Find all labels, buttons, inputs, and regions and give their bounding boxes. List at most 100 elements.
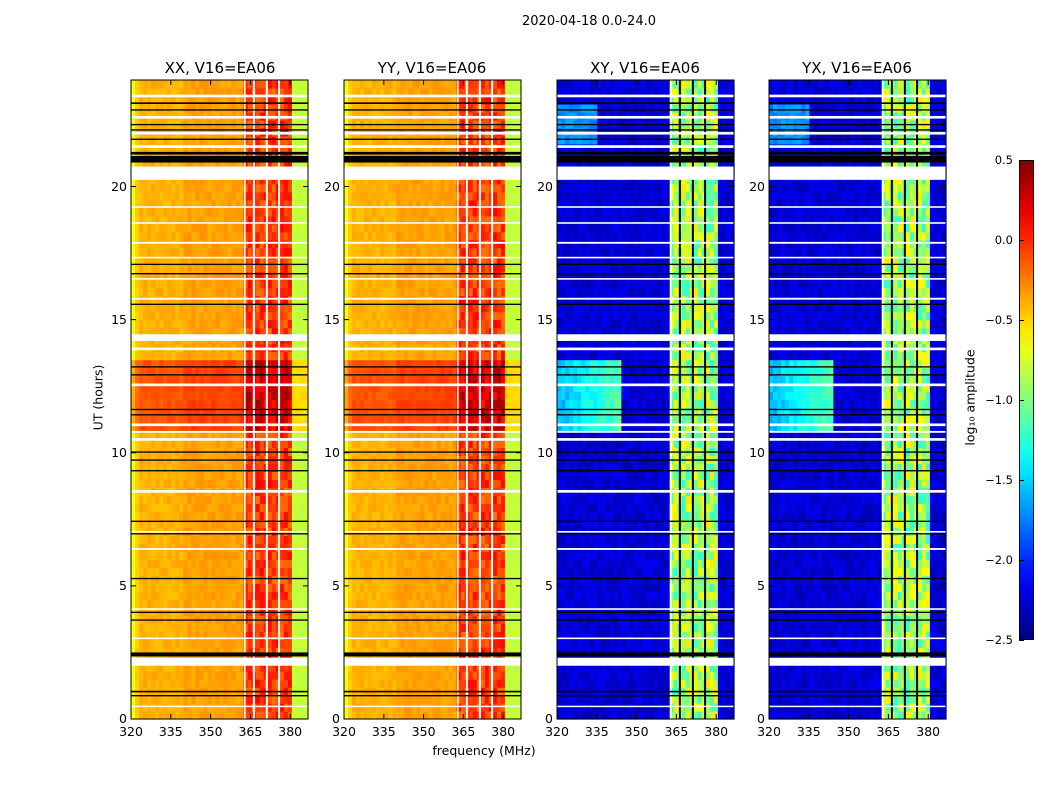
heatmap-cell [364,583,369,592]
heatmap-cell [219,703,225,712]
heatmap-cell [215,311,221,321]
heatmap-cell [500,575,506,584]
heatmap-cell [207,327,213,337]
heatmap-cell [440,567,446,576]
heatmap-cell [199,263,205,273]
heatmap-cell [163,223,168,233]
heatmap-cell [219,679,225,688]
heatmap-cell [404,639,409,648]
heatmap-cell [392,671,397,680]
heatmap-cell [255,415,261,425]
heatmap-cell [259,375,265,385]
heatmap-cell [219,399,225,409]
heatmap-cell [416,639,422,648]
heatmap-cell [131,143,136,153]
heatmap-cell [436,511,442,520]
heatmap-cell [179,663,184,672]
heatmap-cell [151,503,156,512]
heatmap-cell [259,311,265,321]
heatmap-cell [179,559,184,568]
heatmap-cell [283,671,289,680]
heatmap-cell [183,679,188,688]
heatmap-cell [215,263,221,273]
heatmap-cell [131,479,136,488]
heatmap-cell [299,559,305,568]
heatmap-cell [163,391,168,401]
heatmap-cell [376,567,381,576]
heatmap-cell [163,215,168,225]
heatmap-cell [159,263,164,273]
heatmap-cell [171,503,176,512]
heatmap-cell [303,463,309,472]
heatmap-cell [400,567,405,576]
heatmap-cell [384,663,389,672]
heatmap-cell [295,351,301,361]
heatmap-cell [271,703,277,712]
heatmap-cell [227,431,233,441]
heatmap-cell [203,431,209,441]
heatmap-cell [255,647,261,656]
heatmap-cell [472,663,478,672]
heatmap-cell [227,287,233,297]
heatmap-cell [259,415,265,425]
heatmap-cell [287,191,293,201]
heatmap-cell [199,135,205,145]
heatmap-cell [179,479,184,488]
heatmap-cell [143,415,148,425]
heatmap-cell [388,639,393,648]
heatmap-cell [356,567,361,576]
heatmap-cell [295,575,301,584]
heatmap-cell [239,191,245,201]
heatmap-cell [219,599,225,608]
heatmap-cell [203,191,209,201]
heatmap-cell [187,551,192,560]
heatmap-cell [227,639,233,648]
heatmap-cell [279,319,285,329]
heatmap-cell [155,663,160,672]
heatmap-cell [131,695,136,704]
heatmap-cell [271,415,277,425]
heatmap-cell [420,679,426,688]
heatmap-cell [412,647,418,656]
heatmap-cell [283,679,289,688]
heatmap-cell [428,503,434,512]
heatmap-cell [303,199,309,209]
heatmap-cell [203,231,209,241]
heatmap-cell [171,663,176,672]
heatmap-cell [303,439,309,449]
heatmap-cell [155,367,160,377]
heatmap-cell [239,583,245,592]
heatmap-cell [412,631,418,640]
heatmap-cell [436,623,442,632]
heatmap-cell [135,319,140,329]
heatmap-cell [147,711,152,720]
heatmap-cell [247,207,253,217]
heatmap-cell [400,543,405,552]
heatmap-cell [183,623,188,632]
heatmap-cell [207,80,213,89]
heatmap-cell [247,143,253,153]
heatmap-cell [143,479,148,488]
heatmap-cell [187,631,192,640]
heatmap-cell [396,535,401,544]
heatmap-cell [175,623,180,632]
heatmap-cell [135,535,140,544]
heatmap-cell [279,383,285,393]
heatmap-cell [207,479,213,488]
heatmap-cell [360,599,365,608]
heatmap-cell [239,399,245,409]
heatmap-cell [183,87,188,97]
heatmap-cell [235,311,241,321]
heatmap-cell [404,679,409,688]
heatmap-cell [163,623,168,632]
heatmap-cell [235,303,241,313]
heatmap-cell [171,263,176,273]
heatmap-cell [191,375,196,385]
heatmap-cell [175,503,180,512]
heatmap-cell [175,391,180,401]
flagged-black-row [131,303,308,305]
heatmap-cell [131,599,136,608]
heatmap-cell [295,87,301,97]
heatmap-cell [231,535,237,544]
heatmap-cell [207,367,213,377]
